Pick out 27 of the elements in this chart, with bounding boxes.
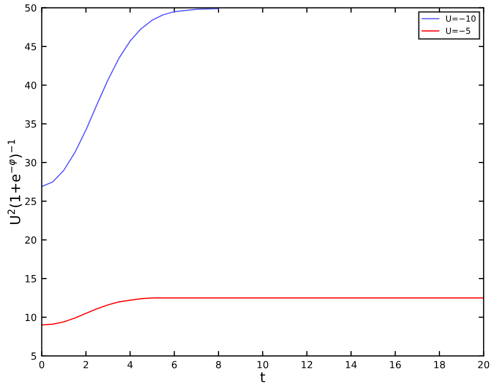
y-tick-label: 35 (25, 120, 36, 128)
x-tick-label: 10 (258, 360, 268, 368)
x-tick-label: 8 (216, 360, 221, 368)
x-axis-title: t (260, 372, 266, 382)
legend-label: U=−10 (446, 15, 476, 22)
y-tick-label: 20 (25, 236, 36, 244)
x-tick-label: 20 (478, 360, 490, 368)
x-tick-label: 4 (128, 361, 133, 368)
y-tick-label: 50 (25, 4, 36, 12)
x-tick-label: 16 (390, 360, 401, 368)
x-tick-label: 18 (434, 360, 445, 368)
y-tick-label: 25 (25, 198, 36, 206)
y-tick-label: 40 (24, 82, 36, 89)
y-tick-label: 5 (31, 352, 36, 360)
y-tick-label: 30 (25, 158, 36, 166)
line-series (42, 8, 220, 188)
y-tick-label: 10 (26, 314, 36, 322)
legend-label: U=−5 (446, 28, 470, 34)
x-tick-label: 0 (39, 360, 44, 368)
x-tick-label: 14 (346, 361, 357, 368)
x-tick-label: 2 (84, 360, 88, 368)
line-series (42, 297, 484, 326)
x-tick-label: 12 (302, 360, 312, 368)
y-tick-label: 15 (26, 275, 36, 282)
y-axis-title: U$^{2}$(1+e$^{−φ}$)$^{−1}$ (8, 140, 22, 224)
x-tick-label: 6 (172, 360, 177, 368)
y-tick-label: 45 (24, 43, 36, 50)
